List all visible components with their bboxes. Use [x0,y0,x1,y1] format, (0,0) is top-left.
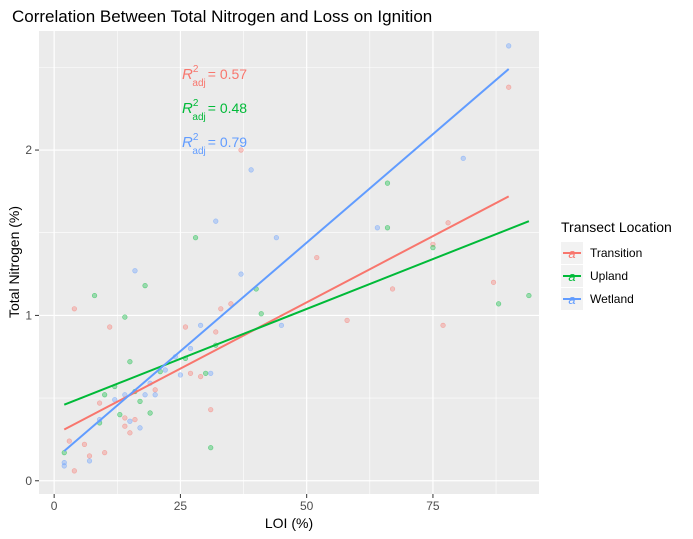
r2-label-upland: R2 adj= 0.48 [182,98,247,123]
data-point-wetland [86,458,93,464]
chart-title: Correlation Between Total Nitrogen and L… [12,7,432,26]
data-points [61,43,532,474]
data-point-transition [86,453,93,459]
data-point-upland [208,445,214,451]
y-tick-label: 0 [25,474,32,488]
legend-key-glyph: a [568,292,575,307]
data-point-transition [445,220,451,226]
data-point-upland [495,301,502,307]
data-point-upland [526,292,532,299]
plot-panel [39,31,539,494]
data-point-wetland [374,225,380,231]
r2-label-wetland: R2 adj= 0.79 [182,132,247,157]
data-point-wetland [177,372,184,378]
data-point-wetland [248,167,254,173]
data-point-transition [506,84,512,90]
data-point-transition [71,468,77,474]
data-point-transition [344,317,350,323]
data-point-upland [147,410,153,416]
x-tick-label: 75 [426,499,440,513]
data-point-transition [208,407,214,413]
legend-title: Transect Location [561,219,672,235]
data-point-upland [203,370,209,376]
data-point-upland [430,245,436,251]
legend-label-wetland: Wetland [590,292,634,306]
data-point-upland [384,180,391,186]
x-axis: 0 25 50 75 [51,494,440,513]
data-point-transition [66,438,72,444]
r2-label-transition: R2 adj= 0.57 [182,64,247,89]
data-point-wetland [213,218,219,224]
r2-annotations: R2 adj= 0.57 R2 adj= 0.48 R2 adj= 0.79 [182,64,247,157]
y-tick-label: 2 [25,143,32,157]
legend-key-glyph: a [568,246,575,261]
data-point-wetland [152,392,158,398]
data-point-transition [213,329,219,335]
data-point-wetland [278,322,285,328]
data-point-upland [258,311,264,317]
data-point-upland [142,283,148,289]
data-point-wetland [198,322,204,328]
x-tick-label: 50 [300,499,314,513]
x-tick-label: 25 [174,499,188,513]
y-tick-label: 1 [25,308,32,322]
data-point-wetland [187,345,194,352]
data-point-transition [228,301,234,307]
data-point-upland [91,292,98,299]
data-point-wetland [273,235,279,241]
data-point-wetland [132,268,138,274]
data-point-transition [71,306,77,312]
data-point-transition [81,441,88,447]
data-point-transition [389,286,396,292]
data-point-transition [122,423,128,429]
data-point-transition [152,387,158,393]
fit-line-upland [63,220,530,406]
data-point-wetland [238,271,244,277]
data-point-upland [122,314,128,320]
fit-line-wetland [63,68,510,452]
data-point-transition [198,373,204,380]
data-point-upland [117,412,123,418]
legend-key-glyph: a [568,269,575,284]
data-point-wetland [460,155,466,161]
data-point-transition [490,279,497,285]
legend: Transect Location a Transition a Upland a Wet… [561,219,672,310]
data-point-transition [440,322,446,328]
data-point-transition [314,254,320,261]
y-axis: 0 1 2 [25,143,39,488]
legend-label-upland: Upland [590,269,628,283]
data-point-wetland [506,43,512,49]
fit-lines [63,68,530,452]
data-point-upland [137,398,143,405]
data-point-transition [122,415,128,421]
data-point-wetland [162,367,168,373]
data-point-transition [127,430,133,436]
x-tick-label: 0 [51,499,58,513]
data-point-transition [107,324,113,330]
data-point-transition [238,147,244,153]
data-point-transition [97,400,103,406]
data-point-upland [384,225,391,231]
data-point-transition [102,450,108,456]
data-point-upland [61,450,67,456]
x-axis-title: LOI (%) [265,515,313,531]
data-point-wetland [127,418,133,424]
data-point-transition [187,370,194,376]
data-point-upland [127,359,133,365]
data-point-upland [102,392,108,398]
data-point-upland [192,235,199,241]
data-point-wetland [137,425,143,431]
data-point-wetland [61,459,67,466]
data-point-transition [218,306,224,312]
y-axis-title: Total Nitrogen (%) [6,206,22,318]
data-point-transition [182,324,189,330]
data-point-wetland [142,392,148,398]
data-point-wetland [208,370,214,376]
legend-label-transition: Transition [590,246,642,260]
fit-line-transition [63,195,510,431]
data-point-transition [132,416,138,423]
